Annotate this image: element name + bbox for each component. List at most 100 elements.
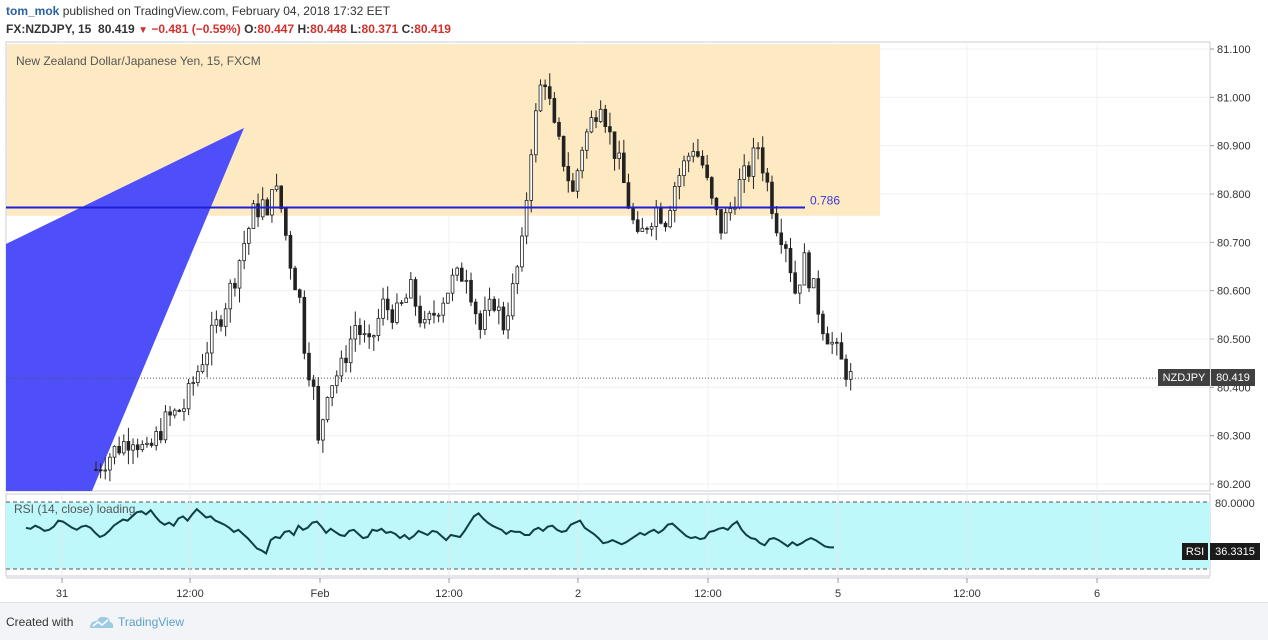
symbol-name: FX:NZDJPY, 15 [6, 22, 92, 36]
candle-body [413, 279, 418, 307]
y-tick-label: 80.600 [1217, 286, 1251, 298]
candle-body [274, 185, 279, 191]
candle-body [446, 292, 450, 304]
candle-body [793, 272, 797, 294]
price-tag-label: NZDJPY [1163, 372, 1206, 384]
chart-area[interactable]: New Zealand Dollar/Japanese Yen, 15, FXC… [0, 0, 1268, 602]
candle-body [121, 441, 126, 454]
price-tag: NZDJPY 80.419 [1158, 369, 1255, 386]
candle-body [821, 313, 825, 335]
triangle-drawing[interactable] [6, 128, 244, 491]
candle-body [395, 302, 399, 323]
candle-body [196, 371, 200, 384]
candle-body [432, 312, 436, 316]
candle-body [168, 411, 172, 416]
candle-body [177, 409, 182, 412]
chart-title: New Zealand Dollar/Japanese Yen, 15, FXC… [16, 54, 261, 68]
candle-body [686, 155, 691, 162]
price-axis[interactable]: 81.100 81.000 80.900 80.800 80.700 80.600 80.5… [1210, 44, 1251, 491]
candle-body [307, 352, 311, 381]
candle-body [223, 308, 228, 327]
candle-body [233, 282, 237, 289]
candle-body [835, 341, 839, 344]
candle-body [237, 260, 242, 289]
candlesticks [94, 73, 853, 482]
rsi-tick-80: 80.0000 [1215, 498, 1255, 510]
candle-body [98, 469, 103, 472]
candle-body [571, 180, 575, 192]
candle-body [705, 164, 709, 178]
footer-bar: Created with TradingView [0, 602, 1268, 640]
candle-body [691, 151, 696, 157]
y-tick-label: 80.700 [1217, 237, 1251, 249]
x-tick-label: Feb [311, 588, 330, 600]
y-tick-label: 80.900 [1217, 141, 1251, 153]
time-axis[interactable]: 31 12:00 Feb 12:00 2 12:00 5 12:00 6 [6, 577, 1210, 600]
candle-body [186, 383, 191, 410]
candle-body [756, 147, 760, 150]
candle-body [784, 244, 788, 249]
candle-body [677, 175, 682, 187]
candle-body [538, 84, 543, 112]
last-price: 80.419 [98, 22, 135, 36]
candle-body [770, 181, 774, 214]
candle-body [330, 385, 334, 398]
close-value: 80.419 [414, 22, 451, 36]
candle-body [788, 248, 793, 274]
candle-body [219, 319, 223, 327]
candle-body [510, 283, 515, 317]
candle-body [135, 444, 140, 451]
candle-body [270, 189, 274, 216]
candle-body [515, 266, 520, 285]
author-link[interactable]: tom_mok [6, 4, 60, 18]
candle-body [339, 357, 344, 377]
candle-body [709, 177, 714, 199]
candle-body [358, 325, 362, 335]
candle-body [830, 341, 834, 345]
open-value: 80.447 [257, 22, 295, 36]
candle-body [594, 117, 598, 122]
x-tick-label: 12:00 [694, 588, 722, 600]
x-tick-label: 31 [56, 588, 68, 600]
candle-body [459, 267, 464, 282]
candle-body [473, 301, 478, 315]
rsi-tag-label: RSI [1186, 546, 1204, 558]
candle-body [617, 152, 621, 159]
candle-body [700, 155, 705, 166]
y-tick-label: 80.300 [1217, 431, 1251, 443]
candle-body [483, 309, 487, 330]
published-text: published on TradingView.com, February 0… [62, 4, 391, 18]
candle-body [145, 442, 149, 445]
candle-body [839, 342, 844, 360]
candle-body [728, 208, 733, 214]
open-label: O: [244, 22, 258, 36]
candle-body [774, 213, 779, 234]
candle-body [640, 227, 645, 232]
candle-body [825, 333, 830, 345]
candle-body [353, 325, 358, 340]
tradingview-link[interactable]: TradingView [118, 615, 185, 629]
candle-body [663, 222, 668, 228]
candle-body [108, 456, 112, 471]
candle-body [520, 235, 524, 268]
candle-body [214, 319, 219, 326]
candle-body [779, 232, 784, 246]
candle-body [381, 298, 385, 319]
candle-body [543, 84, 547, 88]
x-tick-label: 5 [835, 588, 841, 600]
candle-body [487, 298, 492, 311]
y-tick-label: 80.800 [1217, 189, 1251, 201]
candle-body [436, 314, 441, 317]
candle-body [575, 170, 580, 192]
candle-body [154, 431, 158, 446]
candle-body [668, 210, 672, 228]
candle-body [501, 306, 506, 331]
candle-body [371, 335, 376, 338]
candle-body [159, 431, 163, 441]
candle-body [284, 208, 288, 236]
candle-body [427, 312, 432, 320]
candle-body [797, 284, 802, 294]
low-label: L: [350, 22, 362, 36]
candle-body [751, 147, 756, 177]
candle-body [848, 371, 853, 380]
